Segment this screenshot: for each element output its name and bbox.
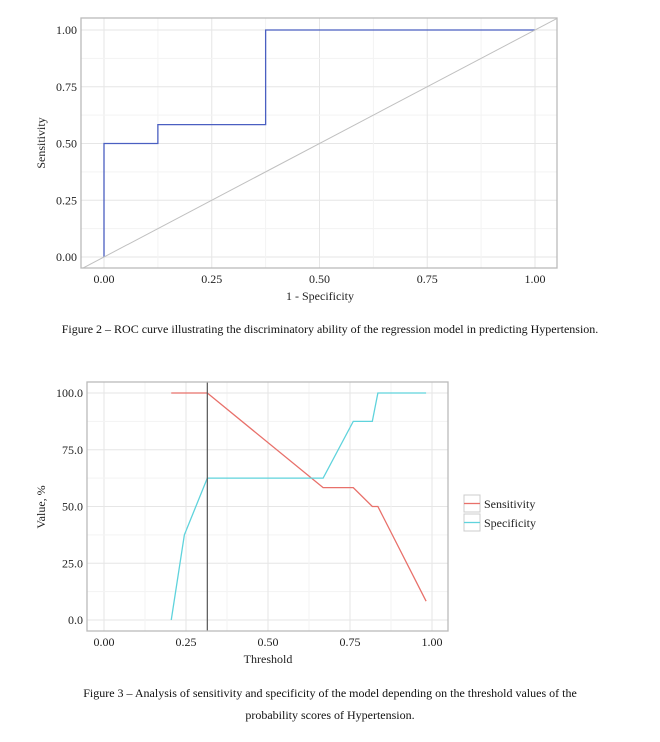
y-tick-label: 50.0 bbox=[62, 500, 83, 514]
x-tick-label: 1.00 bbox=[422, 635, 443, 649]
figure-2-caption: Figure 2 – ROC curve illustrating the di… bbox=[61, 322, 599, 336]
figure-3-caption-line2: probability scores of Hypertension. bbox=[245, 708, 415, 722]
legend-label-sensitivity: Sensitivity bbox=[484, 497, 535, 511]
y-tick-label: 25.0 bbox=[62, 556, 83, 570]
series-line-reference bbox=[82, 18, 557, 268]
y-tick-label: 0.25 bbox=[56, 193, 77, 207]
x-tick-label: 1.00 bbox=[525, 272, 546, 286]
x-tick-label: 0.25 bbox=[176, 635, 197, 649]
x-tick-label: 0.50 bbox=[309, 272, 330, 286]
legend-label-specificity: Specificity bbox=[484, 516, 536, 530]
series-line-sensitivity bbox=[171, 392, 427, 602]
plot-panel-border bbox=[86, 381, 449, 632]
series-line-roc bbox=[103, 29, 535, 257]
y-tick-label: 0.00 bbox=[56, 250, 77, 264]
x-axis-label: 1 - Specificity bbox=[286, 289, 354, 303]
y-axis-label: Value, % bbox=[34, 485, 48, 528]
x-tick-label: 0.75 bbox=[340, 635, 361, 649]
y-tick-label: 100.0 bbox=[56, 386, 83, 400]
y-tick-label: 1.00 bbox=[56, 23, 77, 37]
x-tick-label: 0.25 bbox=[201, 272, 222, 286]
y-tick-label: 0.50 bbox=[56, 137, 77, 151]
x-axis-label: Threshold bbox=[244, 652, 293, 666]
y-axis-label: Sensitivity bbox=[34, 117, 48, 168]
y-tick-label: 75.0 bbox=[62, 443, 83, 457]
y-tick-label: 0.75 bbox=[56, 80, 77, 94]
plot-panel-border bbox=[80, 17, 558, 269]
y-tick-label: 0.0 bbox=[68, 613, 83, 627]
x-tick-label: 0.00 bbox=[94, 272, 115, 286]
x-tick-label: 0.75 bbox=[417, 272, 438, 286]
figure-3-caption-line1: Figure 3 – Analysis of sensitivity and s… bbox=[83, 686, 577, 700]
x-tick-label: 0.00 bbox=[94, 635, 115, 649]
x-tick-label: 0.50 bbox=[258, 635, 279, 649]
series-line-specificity bbox=[170, 392, 427, 621]
